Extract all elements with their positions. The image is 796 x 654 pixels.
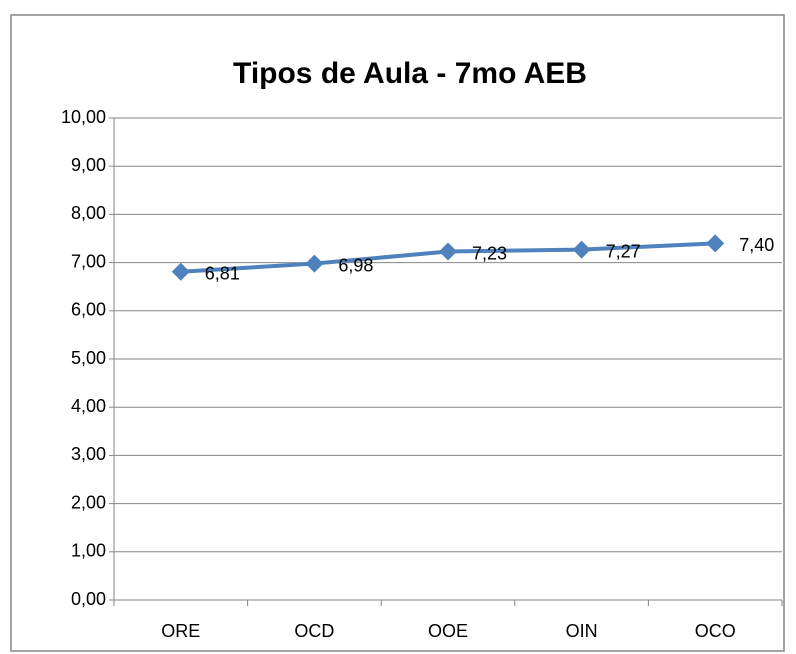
y-tick-label: 2,00 [71, 492, 106, 512]
y-tick-label: 6,00 [71, 300, 106, 320]
x-tick-label: OCO [695, 621, 736, 641]
data-label: 7,40 [739, 235, 774, 255]
y-tick-label: 4,00 [71, 396, 106, 416]
data-point [439, 242, 457, 261]
y-tick-label: 10,00 [61, 107, 106, 127]
y-tick-label: 0,00 [71, 589, 106, 609]
y-tick-label: 7,00 [71, 251, 106, 271]
data-label: 6,98 [338, 255, 373, 275]
data-label: 7,27 [606, 241, 641, 261]
y-tick-label: 1,00 [71, 541, 106, 561]
data-label: 6,81 [205, 264, 240, 284]
x-tick-label: ORE [161, 621, 200, 641]
data-point [572, 240, 591, 259]
y-tick-label: 9,00 [71, 155, 106, 175]
y-tick-label: 8,00 [71, 203, 106, 223]
data-point [706, 234, 725, 253]
data-point [171, 262, 190, 281]
x-tick-label: OIN [566, 621, 598, 641]
chart-title: Tipos de Aula - 7mo AEB [233, 57, 587, 90]
data-point [305, 254, 324, 273]
y-tick-label: 3,00 [71, 444, 106, 464]
data-label: 7,23 [472, 243, 507, 263]
y-tick-label: 5,00 [71, 348, 106, 368]
chart-border [10, 14, 785, 652]
x-tick-label: OCD [294, 621, 334, 641]
x-tick-label: OOE [428, 621, 468, 641]
